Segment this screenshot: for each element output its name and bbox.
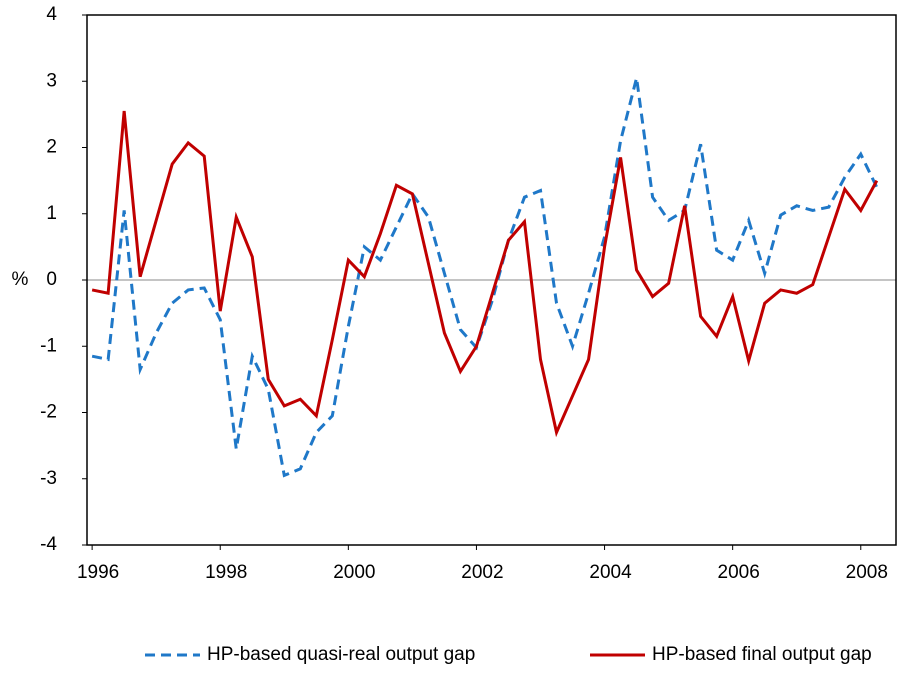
x-tick-label: 2006 [718, 562, 760, 583]
x-tick-label: 2008 [846, 562, 888, 583]
y-axis-label: % [12, 269, 29, 290]
y-tick-label: 0 [46, 269, 57, 290]
y-tick-label: 4 [46, 4, 57, 25]
x-tick-label: 2004 [589, 562, 632, 583]
series-line [91, 77, 879, 478]
y-tick-label: 2 [46, 137, 57, 158]
x-tick-label: 1996 [77, 562, 119, 583]
legend-label: HP-based quasi-real output gap [207, 644, 475, 665]
y-tick-label: -3 [40, 468, 57, 489]
y-tick-label: -1 [40, 335, 57, 356]
legend-label: HP-based final output gap [652, 644, 872, 665]
y-tick-label: -4 [40, 534, 57, 555]
y-tick-label: 3 [46, 70, 57, 91]
y-tick-label: -2 [40, 402, 57, 423]
x-tick-label: 1998 [205, 562, 247, 583]
series-line [91, 110, 879, 438]
y-tick-label: 1 [46, 203, 57, 224]
x-tick-label: 2002 [461, 562, 503, 583]
x-tick-label: 2000 [333, 562, 375, 583]
plot-frame [86, 14, 897, 546]
